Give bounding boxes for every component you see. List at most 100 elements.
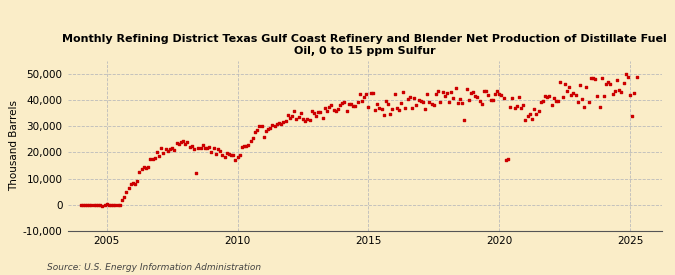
Point	[608, 92, 618, 96]
Point	[78, 202, 88, 207]
Point	[241, 144, 252, 148]
Point	[372, 102, 383, 106]
Point	[566, 92, 576, 97]
Point	[204, 145, 215, 149]
Point	[143, 165, 154, 169]
Point	[252, 128, 263, 133]
Point	[256, 124, 267, 128]
Point	[134, 169, 145, 174]
Point	[505, 104, 516, 109]
Point	[579, 105, 590, 109]
Point	[376, 107, 387, 111]
Point	[392, 106, 402, 110]
Point	[145, 157, 156, 162]
Point	[344, 102, 354, 106]
Point	[267, 123, 278, 127]
Point	[422, 92, 433, 96]
Point	[195, 146, 206, 150]
Point	[291, 117, 302, 121]
Point	[491, 89, 502, 93]
Point	[160, 147, 171, 151]
Point	[524, 112, 535, 116]
Point	[511, 104, 522, 108]
Point	[429, 103, 439, 107]
Point	[278, 120, 289, 124]
Point	[167, 145, 178, 150]
Point	[479, 89, 489, 93]
Point	[140, 166, 151, 170]
Point	[302, 117, 313, 121]
Point	[588, 76, 599, 80]
Point	[553, 99, 564, 103]
Point	[601, 81, 612, 86]
Point	[509, 105, 520, 110]
Point	[82, 203, 92, 207]
Point	[293, 115, 304, 120]
Point	[487, 97, 498, 102]
Point	[296, 111, 306, 116]
Point	[171, 141, 182, 145]
Point	[631, 75, 642, 79]
Point	[269, 123, 280, 128]
Point	[282, 112, 293, 117]
Point	[208, 146, 219, 151]
Point	[223, 152, 234, 156]
Point	[213, 147, 223, 151]
Point	[381, 99, 392, 103]
Point	[418, 100, 429, 104]
Point	[475, 99, 485, 103]
Point	[339, 100, 350, 104]
Point	[599, 94, 610, 98]
Point	[106, 202, 117, 207]
Point	[321, 109, 332, 113]
Point	[80, 203, 90, 207]
Point	[225, 152, 236, 157]
Point	[516, 105, 526, 110]
Point	[470, 94, 481, 98]
Point	[191, 171, 202, 175]
Point	[363, 105, 374, 109]
Point	[280, 119, 291, 123]
Point	[620, 71, 631, 76]
Point	[537, 99, 548, 103]
Point	[182, 140, 193, 144]
Point	[420, 107, 431, 111]
Point	[461, 87, 472, 91]
Point	[551, 98, 562, 103]
Y-axis label: Thousand Barrels: Thousand Barrels	[9, 100, 19, 191]
Point	[585, 76, 596, 80]
Point	[165, 146, 176, 151]
Point	[88, 203, 99, 208]
Point	[319, 106, 330, 110]
Point	[622, 75, 633, 79]
Point	[477, 101, 487, 106]
Point	[404, 95, 415, 99]
Point	[583, 100, 594, 104]
Point	[576, 97, 587, 101]
Point	[178, 139, 188, 144]
Point	[324, 104, 335, 109]
Point	[507, 96, 518, 100]
Point	[103, 203, 114, 208]
Point	[546, 103, 557, 108]
Point	[147, 156, 158, 161]
Point	[594, 105, 605, 109]
Point	[406, 106, 417, 110]
Point	[466, 91, 477, 95]
Point	[389, 92, 400, 96]
Point	[526, 117, 537, 121]
Point	[441, 91, 452, 95]
Point	[472, 95, 483, 99]
Point	[273, 121, 284, 125]
Point	[304, 118, 315, 122]
Point	[123, 186, 134, 190]
Text: Source: U.S. Energy Information Administration: Source: U.S. Energy Information Administ…	[47, 263, 261, 272]
Point	[197, 143, 208, 147]
Point	[193, 145, 204, 150]
Point	[245, 139, 256, 143]
Point	[459, 117, 470, 122]
Point	[136, 166, 147, 171]
Point	[232, 155, 243, 160]
Point	[468, 90, 479, 94]
Point	[115, 203, 126, 207]
